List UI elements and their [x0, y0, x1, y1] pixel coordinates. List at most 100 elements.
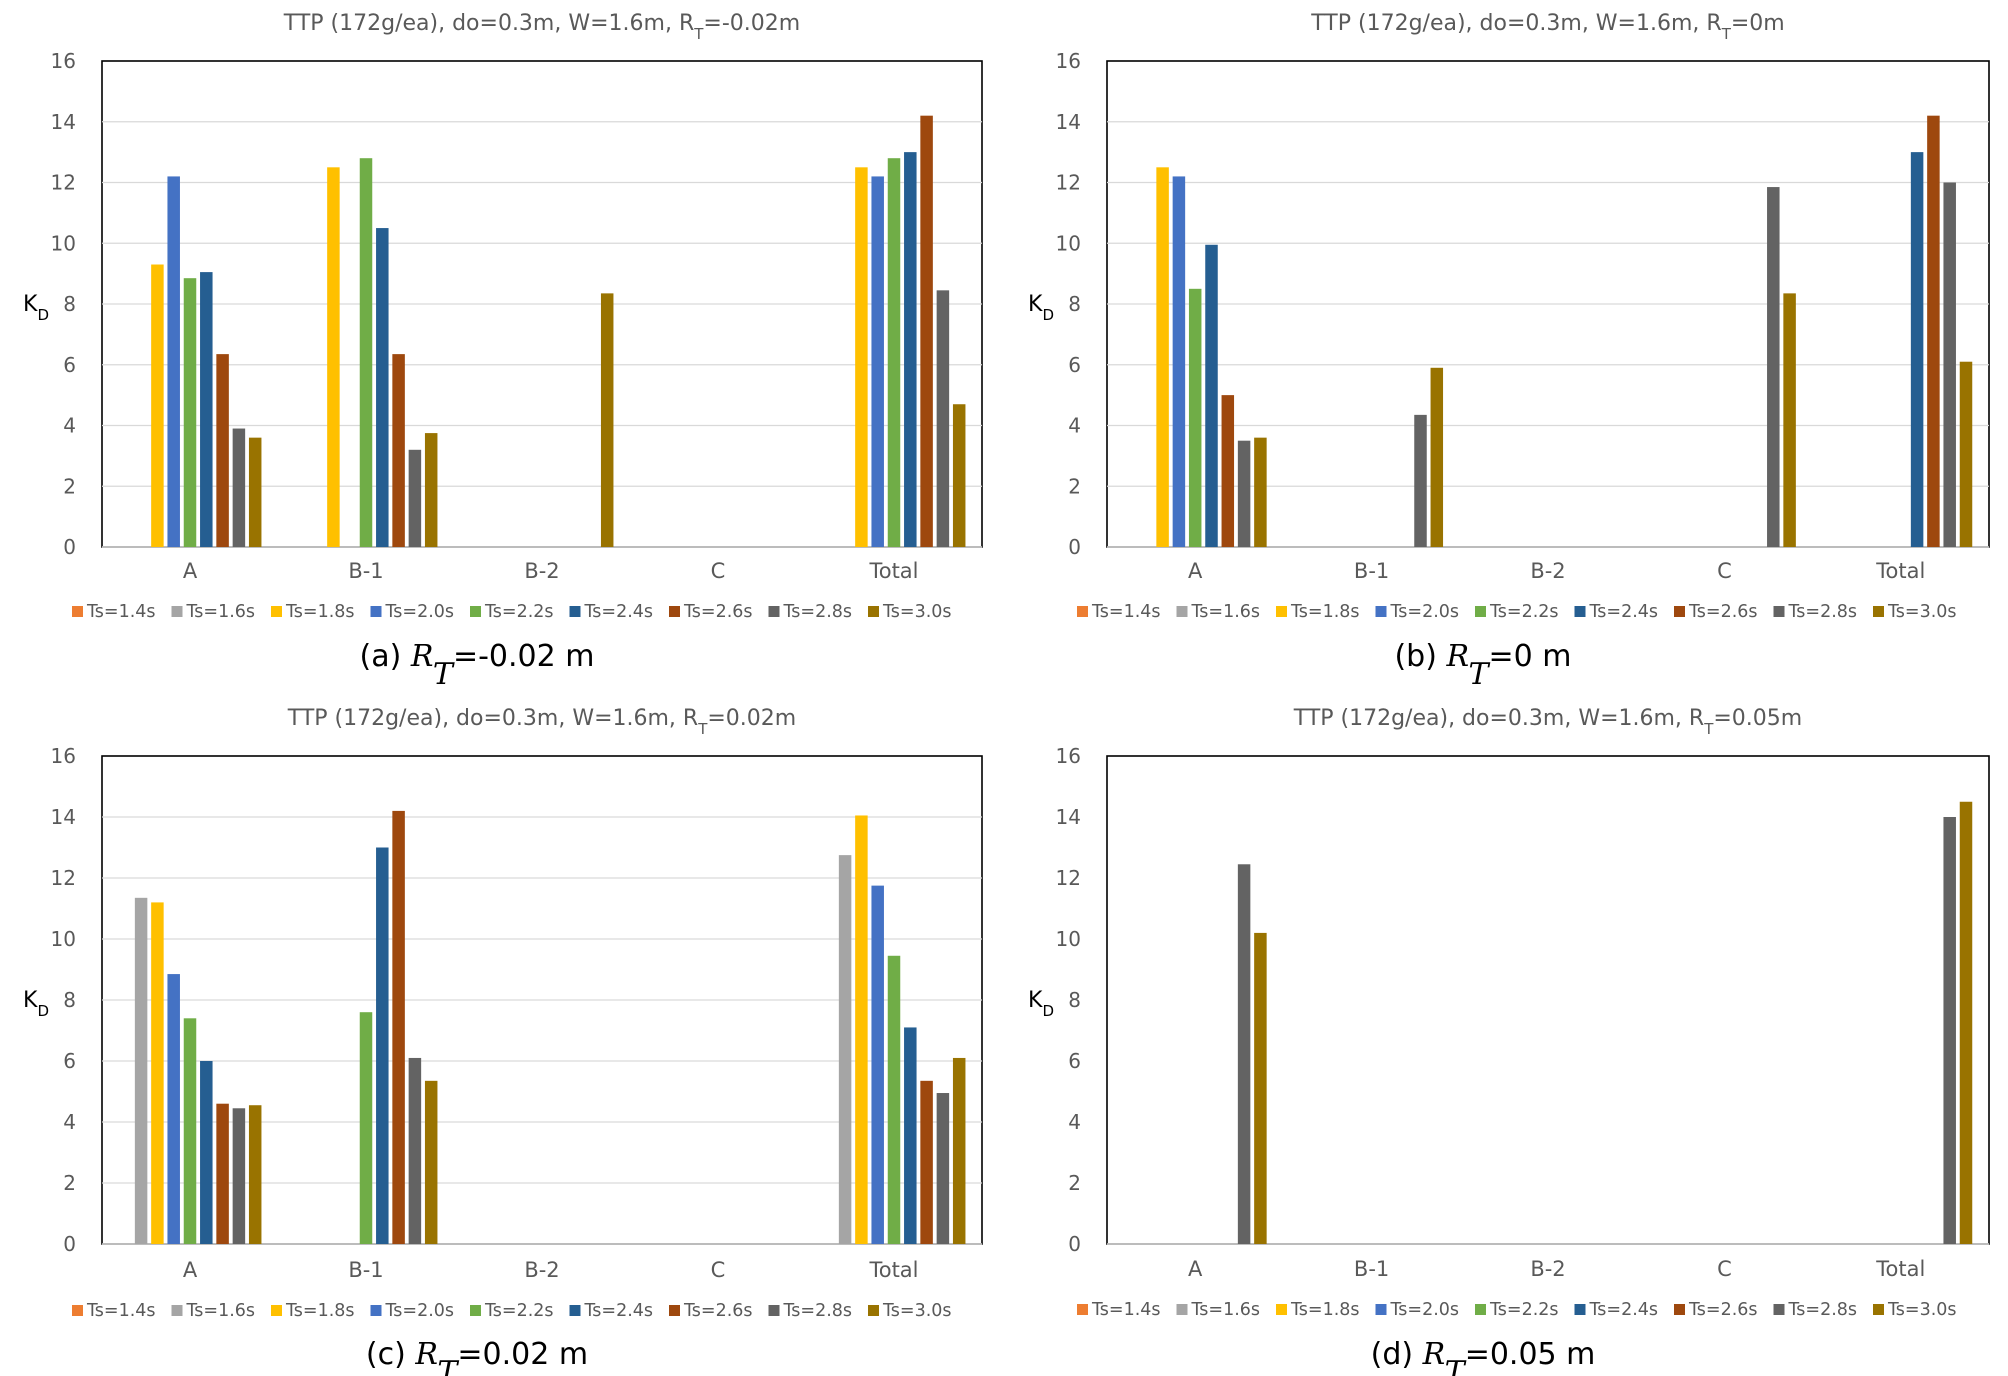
legend-label: Ts=1.6s [1191, 602, 1261, 622]
legend-label: Ts=2.6s [683, 1301, 753, 1321]
legend-label: Ts=3.0s [1887, 1300, 1957, 1320]
legend-entry: Ts=2.8s [768, 602, 852, 622]
chart-title: TTP (172g/ea), do=0.3m, W=1.6m, RT=-0.02… [283, 11, 800, 43]
panel-caption: (c) RT=0.02 m [366, 1337, 588, 1376]
bar [1943, 182, 1956, 547]
chart-title: TTP (172g/ea), do=0.3m, W=1.6m, RT=0.02m [287, 706, 796, 738]
bar [216, 354, 229, 547]
legend-swatch [1773, 606, 1785, 617]
x-tick-label: B-2 [1530, 1257, 1565, 1281]
caption-variable: R [1445, 639, 1468, 674]
legend-swatch [569, 606, 581, 617]
bar [1959, 361, 1973, 547]
caption-variable: R [1422, 1337, 1445, 1372]
caption-subscript: T [437, 1355, 459, 1376]
legend-label: Ts=2.2s [1489, 602, 1559, 622]
chart-title-main: TTP (172g/ea), do=0.3m, W=1.6m, R [283, 11, 694, 36]
caption-subscript: T [1469, 657, 1491, 692]
legend-entry: Ts=3.0s [868, 602, 952, 622]
y-tick-label: 8 [63, 988, 76, 1012]
y-tick-label: 4 [63, 1110, 76, 1134]
bar [359, 158, 373, 547]
legend-label: Ts=2.8s [1788, 1300, 1858, 1320]
chart-title-subscript: T [1721, 25, 1732, 43]
legend-swatch [1674, 606, 1685, 617]
bar [1927, 115, 1940, 548]
x-tick-label: C [711, 1258, 726, 1282]
caption-tail: =0 m [1489, 639, 1572, 674]
caption-prefix: (a) [360, 639, 411, 674]
y-tick-label: 6 [63, 353, 76, 377]
legend-swatch [569, 1305, 581, 1316]
legend-entry: Ts=2.0s [370, 1301, 454, 1321]
bar [1221, 395, 1235, 547]
legend-entry: Ts=2.0s [370, 602, 454, 622]
bar [855, 167, 868, 547]
bar [904, 152, 917, 547]
legend-label: Ts=1.8s [285, 602, 355, 622]
chart-title-tail: =0m [1731, 11, 1785, 36]
legend-swatch [1873, 606, 1884, 617]
y-tick-label: 12 [1056, 866, 1081, 890]
x-tick-label: B-2 [1530, 559, 1565, 583]
x-tick-label: Total [868, 1258, 918, 1282]
legend-swatch [669, 1305, 680, 1316]
legend-label: Ts=3.0s [882, 1301, 952, 1321]
y-axis-label: KD [1028, 292, 1054, 324]
y-tick-label: 8 [1068, 988, 1081, 1012]
bar [1910, 152, 1924, 547]
y-tick-label: 2 [1068, 474, 1081, 498]
bar [392, 354, 405, 547]
bar [871, 176, 884, 548]
y-tick-label: 10 [1056, 231, 1081, 255]
y-tick-label: 16 [51, 49, 76, 73]
bar [887, 158, 901, 547]
legend-entry: Ts=1.4s [1077, 602, 1161, 622]
chart-panel: 0 2 4 6 8 10 12 14 16 A B-1 B-2 C Total TTP (172g/ea),… [23, 11, 983, 692]
legend-label: Ts=2.6s [683, 602, 753, 622]
y-axis-label-subscript: D [1042, 306, 1054, 324]
legend-entry: Ts=2.2s [470, 602, 554, 622]
legend-label: Ts=1.6s [1191, 1300, 1261, 1320]
bar [600, 293, 614, 547]
chart-panel: 0 2 4 6 8 10 12 14 16 A B-1 B-2 C Total TTP (172g/ea),… [1028, 706, 1990, 1376]
legend-label: Ts=3.0s [1887, 602, 1957, 622]
legend-label: Ts=2.2s [1489, 1300, 1559, 1320]
y-tick-label: 8 [63, 292, 76, 316]
y-tick-label: 14 [1056, 110, 1081, 134]
legend-swatch [271, 1305, 282, 1316]
bar [392, 810, 405, 1244]
bar [1237, 864, 1251, 1244]
bar [216, 1103, 229, 1244]
bar [936, 1093, 950, 1244]
legend-swatch [868, 1305, 879, 1316]
legend-swatch [1176, 606, 1188, 617]
y-tick-label: 12 [51, 171, 76, 195]
legend-swatch [1276, 1304, 1287, 1315]
legend-swatch [470, 606, 481, 617]
x-tick-label: B-1 [1354, 559, 1389, 583]
bar [871, 885, 884, 1244]
legend-entry: Ts=3.0s [868, 1301, 952, 1321]
y-axis-label: KD [23, 988, 49, 1020]
bar [408, 449, 422, 547]
y-tick-label: 8 [1068, 292, 1081, 316]
caption-prefix: (b) [1394, 639, 1446, 674]
y-tick-label: 14 [51, 110, 76, 134]
legend-entry: Ts=1.6s [1176, 1300, 1261, 1320]
bar [167, 974, 180, 1244]
bar [200, 1061, 213, 1244]
legend-swatch [72, 1305, 83, 1316]
legend-entry: Ts=1.4s [72, 1301, 156, 1321]
y-tick-label: 2 [63, 474, 76, 498]
y-axis-label-main: K [1028, 988, 1043, 1013]
bar [952, 404, 966, 547]
x-tick-label: A [1188, 1257, 1203, 1281]
x-tick-label: A [183, 559, 198, 583]
bar [920, 1080, 933, 1244]
legend-entry: Ts=3.0s [1873, 602, 1957, 622]
legend-swatch [72, 606, 83, 617]
bar [424, 433, 438, 547]
chart-title-main: TTP (172g/ea), do=0.3m, W=1.6m, R [1293, 706, 1704, 731]
legend-label: Ts=2.4s [584, 602, 654, 622]
